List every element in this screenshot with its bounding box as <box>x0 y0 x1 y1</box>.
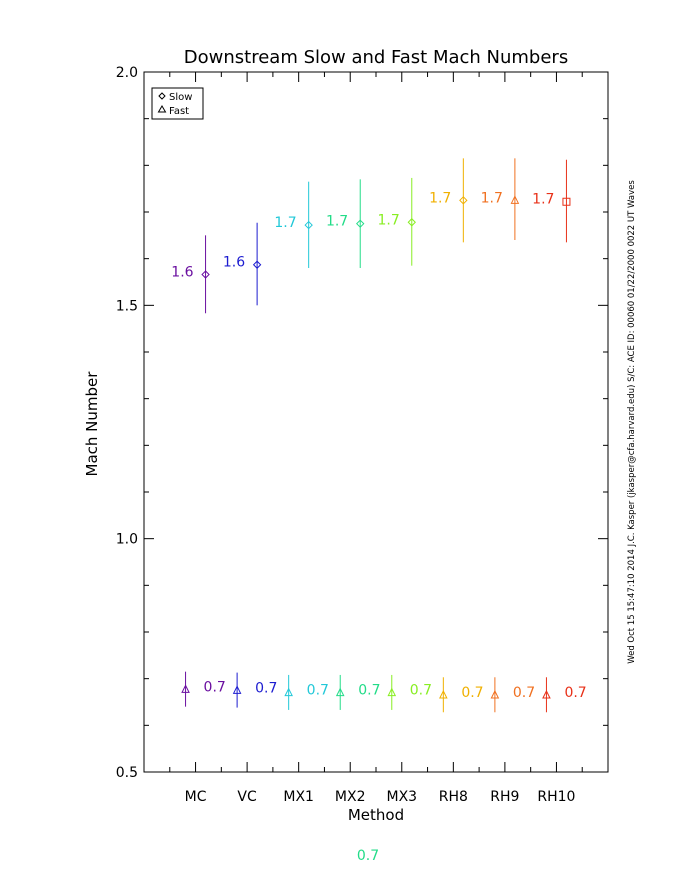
fast-point-group: 0.7 <box>335 674 380 710</box>
slow-marker <box>459 196 468 205</box>
slow-marker <box>562 197 571 206</box>
y-tick-label: 1.5 <box>116 298 138 314</box>
plot-frame <box>143 71 609 773</box>
slow-data-label: 1.6 <box>223 255 245 271</box>
fast-marker <box>439 689 448 699</box>
fast-data-label: 0.7 <box>461 685 483 701</box>
x-tick-label: MC <box>185 789 207 805</box>
x-tick-label: MX2 <box>335 789 366 805</box>
fast-point-group: 0.7 <box>181 671 226 707</box>
fast-data-label: 0.7 <box>564 685 586 701</box>
slow-marker <box>252 260 262 269</box>
slow-marker <box>356 219 365 228</box>
y-tick-label: 2.0 <box>116 65 138 81</box>
x-tick-label: RH10 <box>537 789 575 805</box>
fast-point-group: 0.7 <box>542 677 587 713</box>
x-tick-label: MX1 <box>283 789 314 805</box>
fast-data-label: 0.7 <box>513 685 535 701</box>
slow-data-label: 1.7 <box>532 192 554 208</box>
x-tick-label: VC <box>237 789 257 805</box>
fast-point-group: 0.7 <box>439 677 484 713</box>
slow-point-group: 1.7 <box>378 177 416 266</box>
y-axis: 0.5 1.0 1.5 2.0 <box>116 65 608 781</box>
legend-triangle-icon <box>157 105 167 113</box>
slow-marker <box>407 218 416 227</box>
fast-marker <box>181 684 190 693</box>
fast-data-label: 0.7 <box>307 683 329 699</box>
fast-marker <box>490 689 500 699</box>
y-axis-label: Mach Number <box>83 371 101 477</box>
slow-marker <box>201 270 210 279</box>
slow-data-label: 1.7 <box>326 214 348 230</box>
slow-data-label: 1.7 <box>274 215 296 231</box>
fast-point-group: 0.7 <box>387 674 432 710</box>
slow-point-group: 1.7 <box>532 159 571 243</box>
legend-slow-label: Slow <box>169 92 192 103</box>
legend-diamond-icon <box>158 92 166 100</box>
fast-data-label: 0.7 <box>410 683 432 699</box>
x-tick-label: RH8 <box>439 789 468 805</box>
slow-point-group: 1.7 <box>481 158 520 240</box>
slow-data-label: 1.7 <box>429 190 451 206</box>
fast-point-group: 0.7 <box>490 677 535 713</box>
fast-marker <box>542 689 551 699</box>
fast-marker <box>387 687 397 697</box>
x-axis: MC VC MX1 MX2 MX3 RH8 RH9 RH10 <box>169 72 583 805</box>
slow-point-group: 1.7 <box>326 179 365 268</box>
x-tick-label: RH9 <box>490 789 519 805</box>
chart-title: Downstream Slow and Fast Mach Numbers <box>184 47 568 68</box>
fast-marker <box>232 685 242 694</box>
fast-marker <box>335 687 345 697</box>
slow-point-group: 1.7 <box>274 181 313 268</box>
data-marks: 1.6 1.6 1.7 1.7 1.7 1.7 1.7 1.7 0.7 0.7 0.7 0.7 0.7 0… <box>171 158 587 713</box>
fast-data-label: 0.7 <box>255 680 277 696</box>
slow-point-group: 1.7 <box>429 158 468 243</box>
fast-point-group: 0.7 <box>284 674 329 710</box>
slow-data-label: 1.6 <box>171 265 193 281</box>
fast-data-label: 0.7 <box>204 679 226 695</box>
slow-marker <box>304 220 313 230</box>
fast-point-group: 0.7 <box>232 672 277 708</box>
slow-point-group: 1.6 <box>223 222 262 306</box>
footer-value: 0.7 <box>357 848 379 864</box>
slow-data-label: 1.7 <box>481 190 503 206</box>
fast-data-label: 0.7 <box>358 683 380 699</box>
legend-box <box>151 87 204 120</box>
y-tick-label: 1.0 <box>116 532 138 548</box>
x-axis-label: Method <box>348 806 404 824</box>
legend: Slow Fast <box>151 87 204 120</box>
slow-point-group: 1.6 <box>171 235 210 314</box>
slow-data-label: 1.7 <box>378 212 400 228</box>
metadata-side-text: Wed Oct 15 15:47:10 2014 J.C. Kasper (jk… <box>627 180 637 664</box>
slow-marker <box>510 195 520 204</box>
legend-fast-label: Fast <box>169 106 189 117</box>
fast-marker <box>284 687 293 697</box>
x-tick-label: MX3 <box>386 789 417 805</box>
y-tick-label: 0.5 <box>116 765 138 781</box>
